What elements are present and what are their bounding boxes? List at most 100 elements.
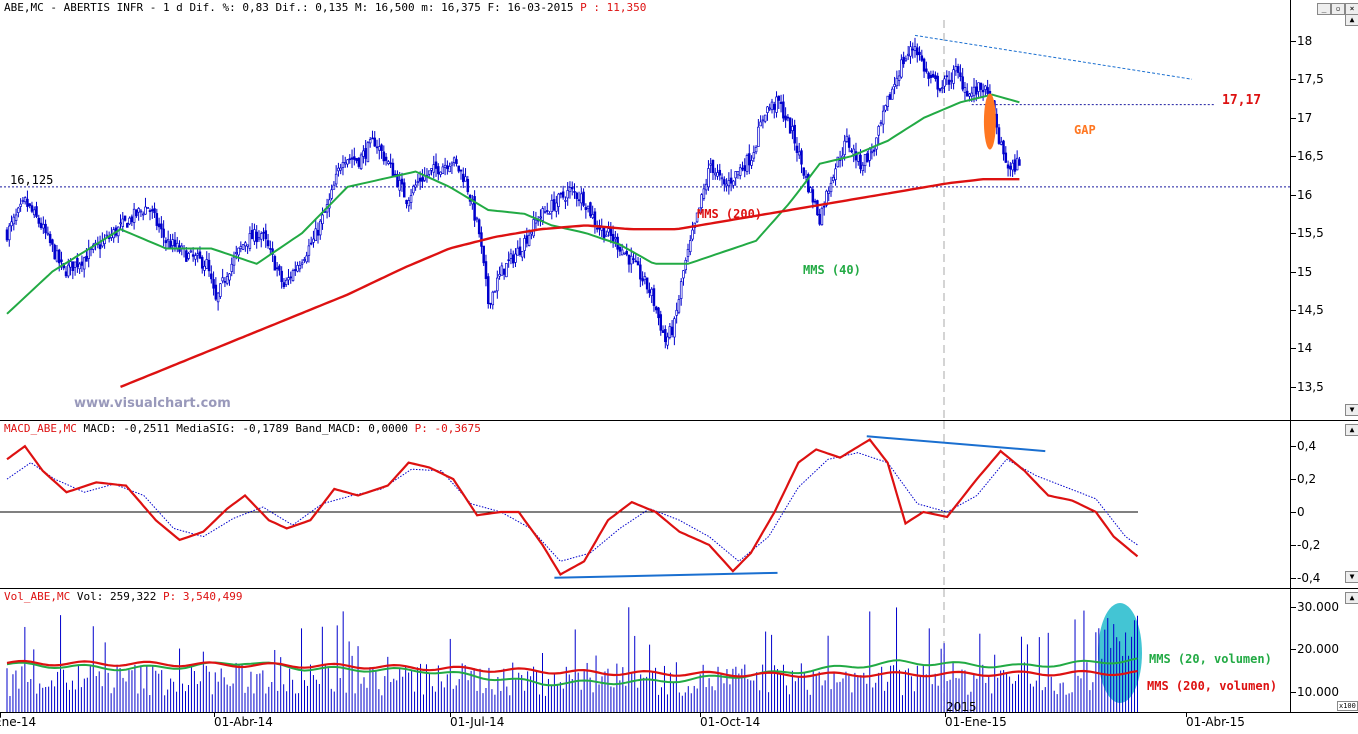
gap-label: GAP: [1074, 123, 1096, 137]
candle-body: [607, 228, 610, 233]
candle-body: [861, 164, 865, 171]
candle-body: [235, 252, 238, 255]
candle-body: [961, 76, 964, 90]
candle-body: [366, 142, 370, 163]
macd-down-scroll-icon[interactable]: ▼: [1345, 571, 1358, 583]
candle-body: [353, 156, 356, 160]
candle-body: [164, 240, 168, 244]
candle-body: [645, 277, 649, 290]
y-tick-label: 0,2: [1297, 472, 1317, 487]
candle-body: [244, 242, 247, 247]
candle-body: [380, 144, 383, 152]
candle-body: [582, 191, 585, 206]
candle-body: [396, 174, 399, 187]
mms200-label: MMS (200): [697, 207, 763, 221]
candle-body: [852, 148, 855, 155]
candle-body: [1004, 152, 1008, 163]
candle-body: [807, 174, 810, 193]
y-tick-mark: [1291, 511, 1296, 513]
candle-body: [927, 72, 930, 79]
candle-body: [627, 254, 631, 265]
candle-body: [400, 178, 404, 185]
candle-body: [259, 233, 263, 240]
candle-body: [105, 234, 109, 237]
candle-body: [139, 210, 143, 213]
y-tick-mark: [1291, 79, 1296, 81]
candle-body: [877, 126, 880, 136]
candle-body: [98, 244, 102, 250]
candle-body: [816, 200, 819, 216]
candle-body: [968, 93, 971, 97]
candle-body: [187, 253, 190, 259]
candle-body: [872, 149, 876, 152]
candle-body: [307, 245, 311, 256]
candle-body: [523, 238, 526, 251]
candle-body: [405, 199, 408, 205]
candle-body: [146, 207, 149, 209]
candle-body: [743, 165, 746, 172]
macd-top-divergence-line: [866, 435, 1046, 453]
candle-body: [403, 182, 406, 198]
candle-body: [763, 114, 767, 122]
candle-body: [568, 187, 572, 193]
candle-body: [791, 126, 794, 131]
candle-body: [859, 154, 862, 170]
candle-body: [450, 162, 454, 166]
price-up-scroll-icon[interactable]: ▲: [1345, 14, 1358, 26]
x-tick-label: 01-Abr-14: [214, 715, 273, 729]
candle-body: [30, 205, 34, 212]
candle-body: [700, 194, 703, 209]
candle-body: [541, 208, 544, 221]
candle-body: [741, 167, 744, 170]
candle-body: [284, 279, 288, 285]
candle-body: [981, 89, 985, 93]
minimize-button[interactable]: _: [1317, 3, 1331, 15]
candle-body: [518, 246, 522, 256]
candle-body: [389, 162, 392, 165]
candle-body: [452, 157, 456, 163]
y-tick-mark: [1291, 607, 1296, 608]
candle-body: [650, 288, 653, 296]
candle-body: [668, 326, 672, 338]
candle-body: [225, 276, 229, 284]
candle-body: [725, 183, 728, 187]
candle-body: [970, 92, 973, 97]
candle-body: [950, 80, 953, 82]
candle-body: [216, 292, 220, 303]
candle-body: [198, 251, 202, 259]
candle-body: [343, 162, 347, 165]
candle-body: [632, 258, 635, 260]
candle-body: [171, 239, 174, 246]
candle-body: [818, 213, 821, 225]
candle-body: [371, 137, 374, 140]
candle-body: [850, 150, 853, 153]
candle-body: [546, 210, 549, 212]
candle-body: [580, 193, 583, 204]
candle-body: [228, 273, 231, 281]
candle-body: [614, 237, 617, 240]
candle-body: [575, 192, 579, 200]
candle-body: [475, 217, 479, 220]
candle-body: [534, 219, 538, 224]
candle-body: [275, 267, 279, 270]
restore-button[interactable]: ▫: [1331, 3, 1345, 15]
volume-header-p: P: 3,540,499: [162, 590, 243, 603]
candle-body: [723, 179, 726, 185]
candle-body: [71, 261, 75, 272]
candle-body: [439, 171, 442, 175]
y-tick-label: 14: [1297, 341, 1313, 356]
candle-body: [795, 145, 799, 153]
candle-body: [289, 276, 293, 279]
macd-header-values: MACD: -0,2511 MediaSIG: -0,1789 Band_MAC…: [83, 422, 408, 435]
candle-body: [820, 207, 824, 226]
candle-body: [357, 157, 361, 167]
price-down-scroll-icon[interactable]: ▼: [1345, 404, 1358, 416]
candle-body: [48, 233, 52, 243]
macd-up-scroll-icon[interactable]: ▲: [1345, 424, 1358, 436]
volume-up-scroll-icon[interactable]: ▲: [1345, 592, 1358, 604]
y-tick-mark: [1291, 117, 1296, 119]
candle-body: [918, 51, 921, 55]
candle-body: [76, 257, 79, 267]
resistance-level-label: 17,17: [1222, 93, 1262, 108]
candle-body: [707, 168, 710, 188]
